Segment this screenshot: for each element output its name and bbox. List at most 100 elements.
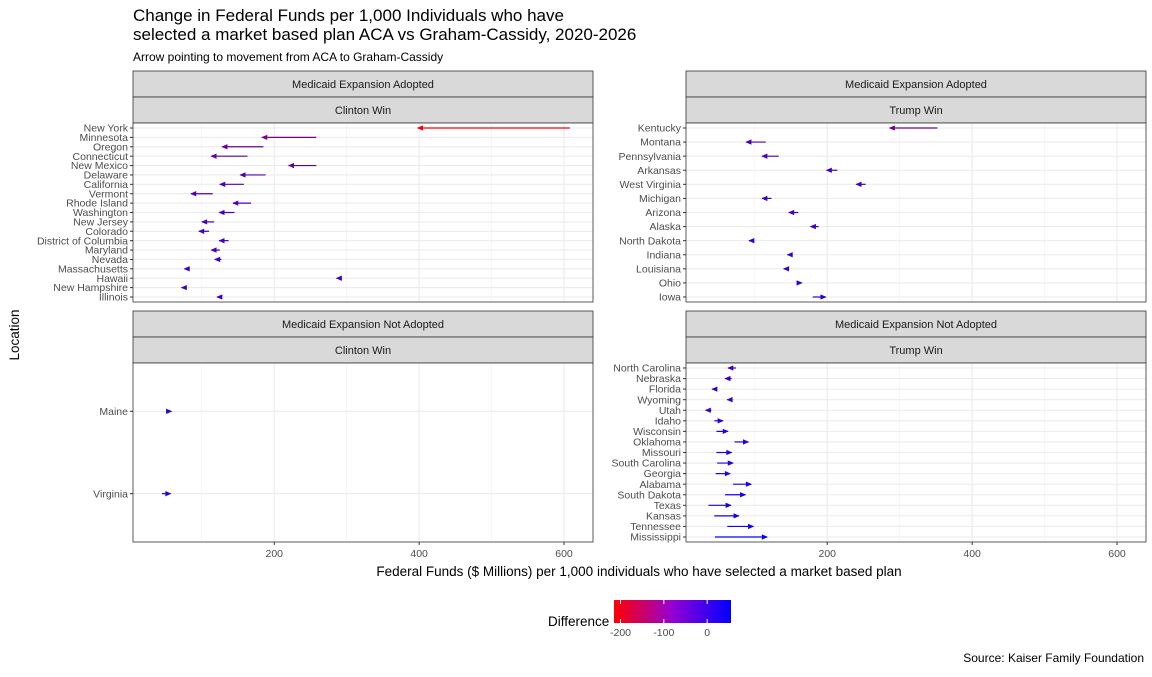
state-label-new-hampshire: New Hampshire xyxy=(53,282,128,294)
panel-expansion-clinton: Medicaid Expansion Adopted Clinton Win New… xyxy=(37,70,594,304)
state-label-georgia: Georgia xyxy=(644,468,682,480)
state-label-utah: Utah xyxy=(659,405,681,417)
state-label-alaska: Alaska xyxy=(649,221,681,233)
arrow-head-connecticut xyxy=(210,153,217,159)
state-label-texas: Texas xyxy=(654,500,681,512)
state-label-rhode-island: Rhode Island xyxy=(66,198,128,210)
arrow-head-iowa xyxy=(820,294,827,300)
panel-no-expansion-clinton: Medicaid Expansion Not Adopted Clinton Wi… xyxy=(93,310,594,560)
state-label-michigan: Michigan xyxy=(639,193,681,205)
arrow-head-hawaii xyxy=(335,275,342,281)
arrow-head-florida xyxy=(711,386,718,392)
panel-border xyxy=(132,362,594,543)
arrow-head-colorado xyxy=(198,228,205,234)
state-label-vermont: Vermont xyxy=(89,188,128,200)
state-label-south-dakota: South Dakota xyxy=(617,489,681,501)
arrow-head-maine xyxy=(166,408,173,414)
state-label-missouri: Missouri xyxy=(642,447,681,459)
state-label-washington: Washington xyxy=(73,207,128,219)
arrow-head-michigan xyxy=(761,195,768,202)
panel-no-expansion-trump: Medicaid Expansion Not Adopted Trump Win N… xyxy=(612,310,1147,560)
x-tick-label: 600 xyxy=(1108,548,1126,560)
state-label-nevada: Nevada xyxy=(92,254,128,266)
state-label-montana: Montana xyxy=(640,137,681,149)
arrow-head-alabama xyxy=(745,481,752,487)
chart-title-line-2: selected a market based plan ACA vs Grah… xyxy=(133,25,636,44)
strip-top-label: Medicaid Expansion Adopted xyxy=(845,79,987,91)
x-tick-label: 400 xyxy=(410,548,428,560)
arrow-head-rhode-island xyxy=(232,200,239,206)
arrow-head-vermont xyxy=(190,191,197,197)
arrow-head-pennsylvania xyxy=(761,153,768,159)
x-tick-label: 600 xyxy=(555,548,573,560)
legend-colorbar xyxy=(614,600,731,623)
x-tick-label: 200 xyxy=(265,548,283,560)
state-label-new-york: New York xyxy=(84,123,129,135)
arrow-head-north-carolina xyxy=(727,365,734,371)
arrow-head-illinois xyxy=(216,294,223,300)
x-tick-label: 200 xyxy=(818,548,836,560)
state-label-wisconsin: Wisconsin xyxy=(633,426,681,438)
chart-subtitle: Arrow pointing to movement from ACA to G… xyxy=(133,50,443,64)
state-label-oklahoma: Oklahoma xyxy=(633,437,681,449)
state-label-west-virginia: West Virginia xyxy=(620,179,682,191)
state-label-nebraska: Nebraska xyxy=(636,373,681,385)
arrow-head-district-of-columbia xyxy=(218,238,225,244)
state-label-louisiana: Louisiana xyxy=(636,263,681,275)
legend-title: Difference xyxy=(548,614,609,629)
state-label-virginia: Virginia xyxy=(93,488,128,500)
state-label-illinois: Illinois xyxy=(99,292,128,304)
strip-top-box xyxy=(132,310,594,338)
state-label-tennessee: Tennessee xyxy=(630,521,681,533)
facet-panels: Medicaid Expansion Adopted Clinton Win New… xyxy=(37,70,1147,560)
state-label-district-of-columbia: District of Columbia xyxy=(37,235,128,247)
arrow-head-massachusetts xyxy=(183,266,190,272)
strip-bottom-box xyxy=(132,336,594,364)
x-axis-title: Federal Funds ($ Millions) per 1,000 ind… xyxy=(376,564,901,579)
arrow-head-new-mexico xyxy=(288,162,295,169)
state-label-pennsylvania: Pennsylvania xyxy=(619,151,682,163)
state-label-hawaii: Hawaii xyxy=(96,273,128,285)
arrow-head-missouri xyxy=(726,449,733,456)
state-label-ohio: Ohio xyxy=(659,278,681,290)
state-label-new-jersey: New Jersey xyxy=(73,216,129,228)
state-label-idaho: Idaho xyxy=(655,415,681,427)
arrow-head-arkansas xyxy=(825,167,832,173)
legend-tick-label: -100 xyxy=(653,627,674,639)
state-label-maryland: Maryland xyxy=(85,245,128,257)
panel-background xyxy=(133,363,593,542)
arrow-head-wisconsin xyxy=(722,428,729,435)
x-tick-label: 400 xyxy=(963,548,981,560)
state-label-minnesota: Minnesota xyxy=(80,132,129,144)
arrow-head-south-carolina xyxy=(727,460,734,466)
arrow-head-minnesota xyxy=(261,134,268,141)
strip-bottom-box xyxy=(685,96,1147,124)
state-label-kansas: Kansas xyxy=(646,510,681,522)
arrow-head-mississippi xyxy=(761,534,768,540)
strip-bottom-label: Clinton Win xyxy=(335,345,391,357)
arrow-head-north-dakota xyxy=(748,238,755,244)
arrow-head-new-hampshire xyxy=(180,284,187,291)
arrow-head-new-jersey xyxy=(201,219,208,225)
arrow-head-new-york xyxy=(416,125,423,131)
strip-top-label: Medicaid Expansion Not Adopted xyxy=(835,319,997,331)
arrow-head-delaware xyxy=(239,172,246,178)
arrow-head-oregon xyxy=(221,144,228,150)
arrow-head-kansas xyxy=(733,513,740,519)
state-label-delaware: Delaware xyxy=(84,170,129,182)
strip-bottom-box xyxy=(132,96,594,124)
arrow-head-texas xyxy=(725,502,732,508)
state-label-alabama: Alabama xyxy=(640,479,682,491)
strip-top-box xyxy=(685,310,1147,338)
state-label-north-dakota: North Dakota xyxy=(619,235,681,247)
state-label-mississippi: Mississippi xyxy=(630,532,681,544)
panel-border xyxy=(685,362,1147,543)
strip-bottom-label: Clinton Win xyxy=(335,105,391,117)
state-label-arizona: Arizona xyxy=(645,207,681,219)
legend-tick-label: -200 xyxy=(610,627,631,639)
arrow-head-virginia xyxy=(165,491,172,497)
y-axis-title: Location xyxy=(7,309,22,360)
arrow-head-alaska xyxy=(809,223,816,230)
state-label-north-carolina: North Carolina xyxy=(613,363,681,375)
